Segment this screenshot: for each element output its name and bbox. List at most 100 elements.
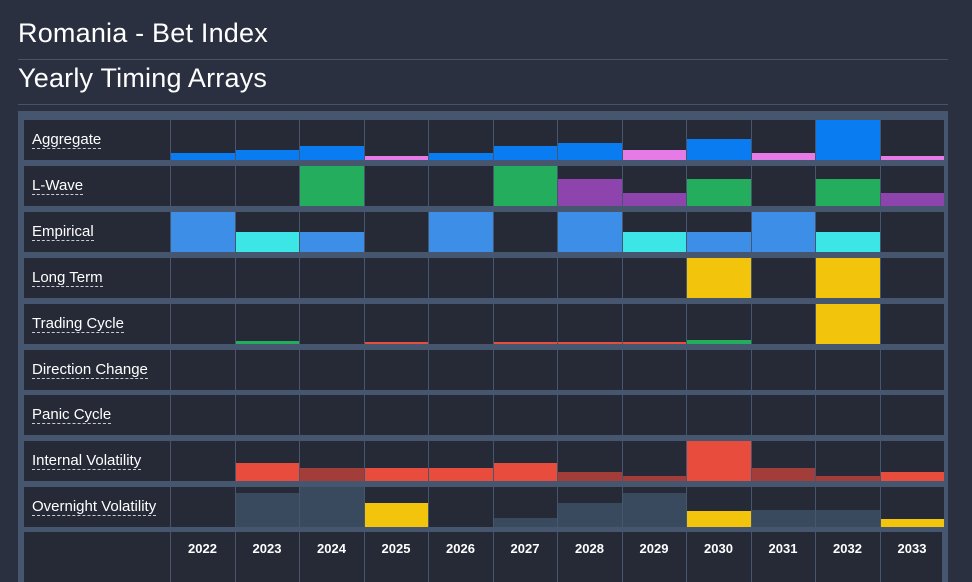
- grid-cell: [364, 165, 428, 206]
- row-label[interactable]: Direction Change: [24, 349, 170, 390]
- grid-cell: [429, 257, 493, 298]
- value-bar: [816, 257, 880, 298]
- value-bar: [880, 156, 944, 160]
- grid-cell: [880, 211, 944, 252]
- value-bar: [687, 339, 751, 344]
- value-bar: [429, 468, 493, 482]
- value-bar: [687, 257, 751, 298]
- row-label-text: Overnight Volatility: [32, 498, 157, 517]
- value-bar: [300, 468, 364, 482]
- grid-cell: [300, 395, 364, 436]
- row-label[interactable]: Trading Cycle: [24, 303, 170, 344]
- value-bar: [687, 441, 751, 482]
- grid-cell: [300, 303, 364, 344]
- value-bar: [300, 146, 364, 160]
- axis-divider: [750, 532, 752, 582]
- grid-cell: [493, 395, 557, 436]
- value-bar: [816, 120, 880, 160]
- grid-cell: [364, 120, 428, 160]
- grid-cell: [235, 165, 299, 206]
- value-bar: [880, 472, 944, 482]
- grid-cell: [622, 349, 686, 390]
- grid-cell: [558, 487, 622, 528]
- value-bar: [493, 341, 557, 344]
- row-label[interactable]: Overnight Volatility: [24, 487, 170, 528]
- grid-cell: [751, 165, 815, 206]
- grid-cell: [364, 211, 428, 252]
- grid-cell: [880, 120, 944, 160]
- grid-cell: [751, 257, 815, 298]
- grid-cell: [235, 257, 299, 298]
- year-tick-label: 2027: [510, 541, 540, 556]
- grid-cell: [300, 349, 364, 390]
- grid-cell: [493, 120, 557, 160]
- grid-cell: [816, 211, 880, 252]
- grid-cell: [687, 395, 751, 436]
- grid-cell: [171, 120, 235, 160]
- grid-cell: [429, 211, 493, 252]
- grid-cell: [171, 165, 235, 206]
- year-tick-label: 2029: [639, 541, 669, 556]
- value-bar: [235, 231, 299, 252]
- grid-cell: [429, 441, 493, 482]
- grid-cell: [880, 257, 944, 298]
- row-label[interactable]: L-Wave: [24, 165, 170, 206]
- grid-cell: [171, 395, 235, 436]
- row-label-text: Internal Volatility: [32, 452, 142, 471]
- value-bar: [751, 153, 815, 160]
- grid-cell: [429, 165, 493, 206]
- year-tick-label: 2031: [768, 541, 798, 556]
- grid-cell: [429, 303, 493, 344]
- value-bar: [558, 211, 622, 252]
- grid-cell: [171, 487, 235, 528]
- value-bar: [622, 476, 686, 482]
- grid-cell: [493, 303, 557, 344]
- grid-cell: [558, 211, 622, 252]
- year-tick-label: 2026: [446, 541, 475, 556]
- grid-cell: [816, 441, 880, 482]
- axis-divider: [363, 532, 365, 582]
- row-label[interactable]: Panic Cycle: [24, 395, 170, 436]
- grid-cell: [171, 303, 235, 344]
- grid-cell: [558, 441, 622, 482]
- grid-cell: [816, 165, 880, 206]
- value-bar: [493, 463, 557, 482]
- year-tick-label: 2023: [252, 541, 282, 556]
- axis-divider: [170, 532, 171, 582]
- row-label[interactable]: Aggregate: [24, 120, 170, 160]
- grid-cell: [235, 441, 299, 482]
- grid-cell: [816, 303, 880, 344]
- grid-cell: [880, 395, 944, 436]
- grid-cell: [687, 165, 751, 206]
- grid-cell: [751, 395, 815, 436]
- grid-cell: [816, 257, 880, 298]
- grid-cell: [493, 349, 557, 390]
- grid-cell: [364, 395, 428, 436]
- subtitle-divider: [18, 104, 948, 105]
- grid-cell: [751, 441, 815, 482]
- grid-cell: [880, 303, 944, 344]
- grid-cell: [622, 211, 686, 252]
- grid-cell: [558, 395, 622, 436]
- grid-cell: [558, 120, 622, 160]
- row-label[interactable]: Long Term: [24, 257, 170, 298]
- row-label[interactable]: Empirical: [24, 211, 170, 252]
- grid-cell: [558, 165, 622, 206]
- row-label-text: L-Wave: [32, 176, 84, 195]
- value-bar: [171, 211, 235, 252]
- value-bar: [235, 463, 299, 482]
- value-bar: [687, 511, 751, 528]
- axis-divider: [234, 532, 236, 582]
- axis-divider: [557, 532, 558, 582]
- grid-cell: [880, 487, 944, 528]
- row-label-text: Trading Cycle: [32, 314, 124, 333]
- row-label[interactable]: Internal Volatility: [24, 441, 170, 482]
- grid-cell: [364, 441, 428, 482]
- value-bar: [558, 178, 622, 206]
- grid-cell: [300, 120, 364, 160]
- axis-divider: [621, 532, 623, 582]
- grid-cell: [235, 303, 299, 344]
- grid-cell: [558, 257, 622, 298]
- axis-divider: [686, 532, 687, 582]
- value-bar: [429, 153, 493, 160]
